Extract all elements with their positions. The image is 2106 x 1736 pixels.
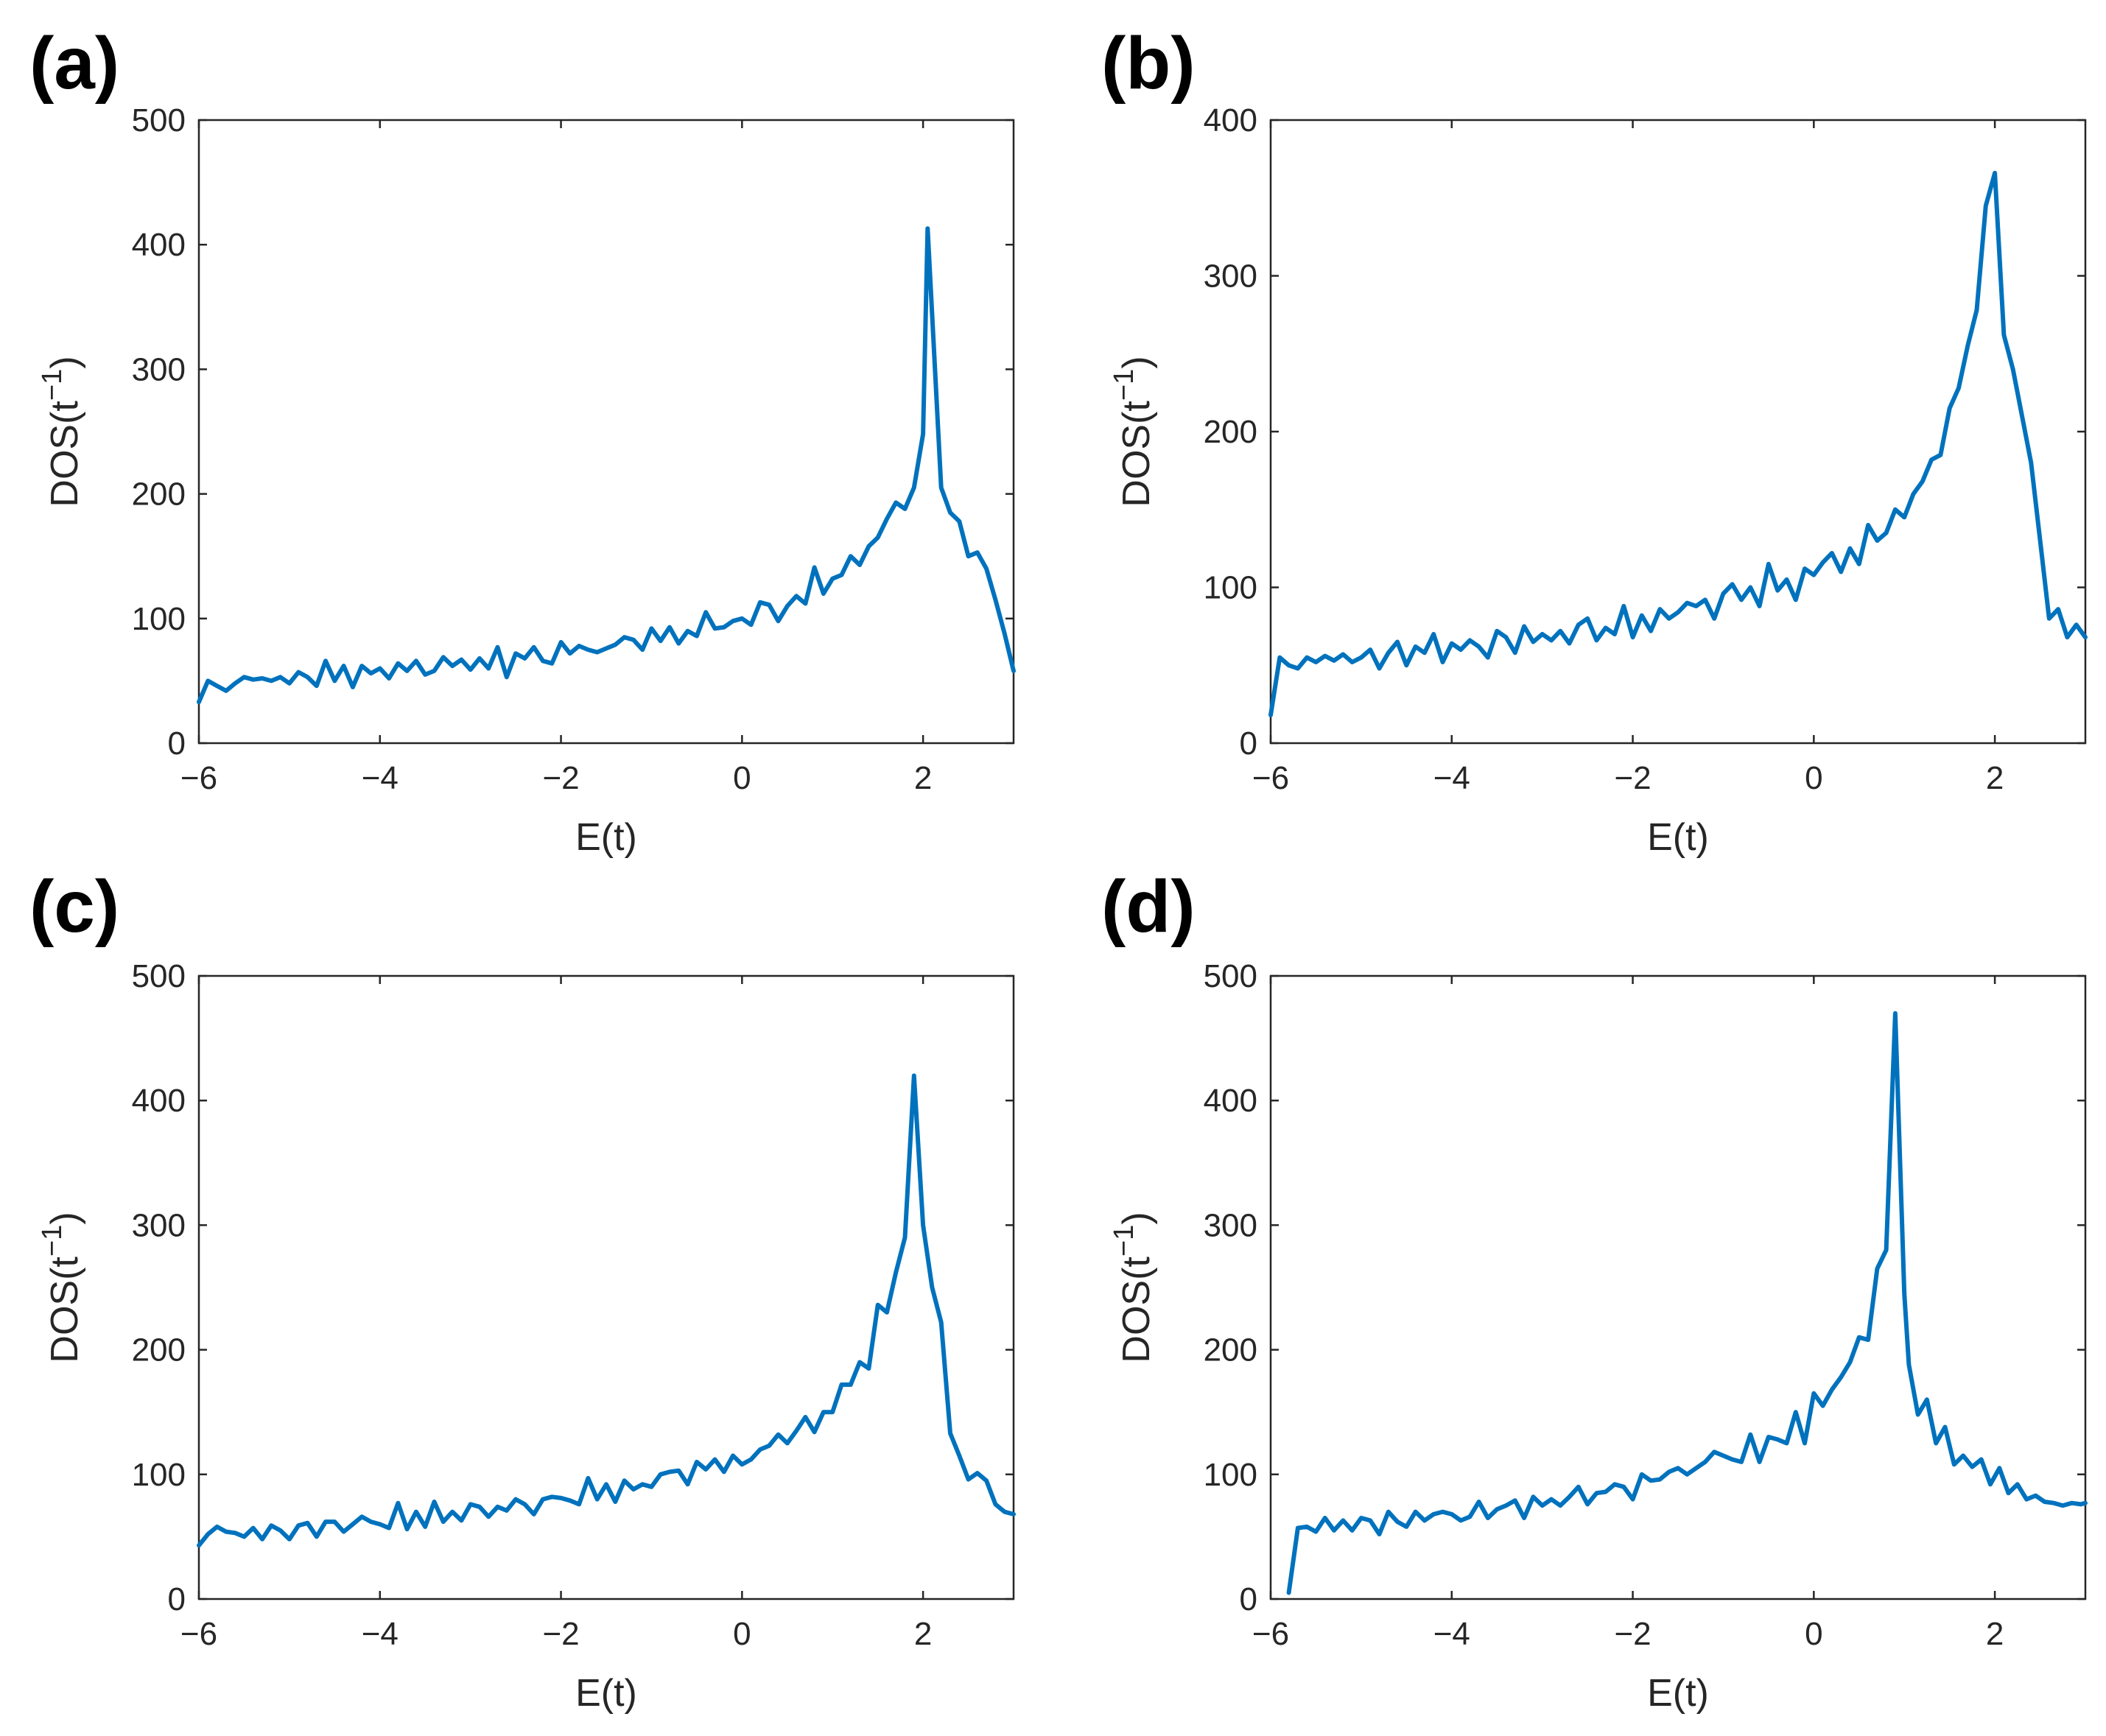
x-tick-label: 2 [1986, 1616, 2004, 1652]
y-tick-label: 400 [132, 1083, 186, 1119]
y-tick-label: 400 [1204, 1083, 1257, 1119]
y-tick-label: 100 [1204, 1457, 1257, 1493]
y-tick-label: 200 [1204, 414, 1257, 450]
x-axis-label: E(t) [1647, 816, 1709, 859]
x-tick-label: 2 [914, 1616, 932, 1652]
x-tick-label: −6 [180, 1616, 217, 1652]
x-tick-label: −4 [1433, 760, 1470, 796]
x-tick-label: −6 [1252, 1616, 1289, 1652]
y-axis-label: DOS(t−1) [37, 1212, 86, 1363]
x-tick-label: −6 [1252, 760, 1289, 796]
x-axis-label: E(t) [575, 816, 637, 859]
y-tick-label: 500 [132, 102, 186, 138]
x-tick-label: −4 [1433, 1616, 1470, 1652]
y-tick-label: 100 [1204, 570, 1257, 606]
series-line-dos [1286, 1011, 2088, 1595]
axes-box [1269, 974, 2087, 1600]
panel-label: (d) [1101, 865, 1196, 948]
y-tick-label: 200 [132, 1332, 186, 1368]
x-tick-label: −4 [362, 760, 399, 796]
chart-panel-2: (b) −6 −4 −2 0 2 0 100 200 300 400 E(t) DOS(t−1) [1101, 22, 2088, 859]
axes-box [197, 119, 1015, 745]
y-tick-label: 400 [1204, 102, 1257, 138]
y-tick-label: 100 [132, 601, 186, 637]
x-tick-label: −4 [362, 1616, 399, 1652]
chart-panel-3: (c) −6 −4 −2 0 2 0 100 200 300 400 500 E(t) DOS(t−1) [29, 865, 1016, 1715]
x-tick-label: −6 [180, 760, 217, 796]
y-tick-label: 300 [132, 1207, 186, 1243]
y-tick-label: 200 [132, 477, 186, 513]
y-tick-label: 300 [1204, 1207, 1257, 1243]
y-tick-label: 200 [1204, 1332, 1257, 1368]
series-line-dos [197, 1073, 1016, 1548]
series-line-dos [1268, 170, 2088, 717]
x-axis-label: E(t) [575, 1672, 637, 1715]
x-tick-label: −2 [542, 760, 579, 796]
chart-panel-1: (a) −6 −4 −2 0 2 0 100 200 300 400 500 E(t) DOS(t−1) [29, 22, 1016, 859]
panel-label: (c) [29, 865, 119, 948]
x-tick-label: 0 [1805, 760, 1822, 796]
x-tick-label: −2 [1614, 760, 1651, 796]
axes-box [197, 974, 1015, 1600]
y-tick-label: 300 [1204, 259, 1257, 295]
x-tick-label: 2 [1986, 760, 2004, 796]
y-tick-label: 300 [132, 351, 186, 387]
panel-label: (b) [1101, 22, 1196, 105]
x-tick-label: −2 [542, 1616, 579, 1652]
y-tick-label: 500 [1204, 958, 1257, 994]
y-tick-label: 0 [168, 1581, 186, 1617]
x-tick-label: 2 [914, 760, 932, 796]
y-tick-label: 0 [168, 725, 186, 762]
x-tick-label: 0 [733, 760, 751, 796]
y-tick-label: 400 [132, 227, 186, 263]
chart-panel-4: (d) −6 −4 −2 0 2 0 100 200 300 400 500 E(t) DOS(t−1) [1101, 865, 2088, 1715]
x-tick-label: 0 [733, 1616, 751, 1652]
y-axis-label: DOS(t−1) [37, 356, 86, 507]
x-tick-label: −2 [1614, 1616, 1651, 1652]
y-tick-label: 0 [1240, 725, 1257, 762]
y-axis-label: DOS(t−1) [1109, 356, 1158, 507]
y-tick-label: 0 [1240, 1581, 1257, 1617]
panel-label: (a) [29, 22, 119, 105]
y-axis-label: DOS(t−1) [1109, 1212, 1158, 1363]
series-line-dos [197, 226, 1016, 705]
y-tick-label: 500 [132, 958, 186, 994]
y-tick-label: 100 [132, 1457, 186, 1493]
x-tick-label: 0 [1805, 1616, 1822, 1652]
x-axis-label: E(t) [1647, 1672, 1709, 1715]
